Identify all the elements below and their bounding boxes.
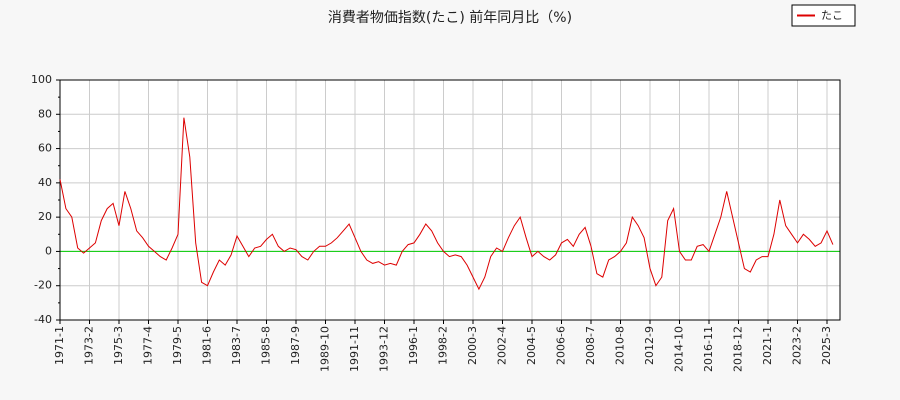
x-tick-label: 1977-4 bbox=[142, 326, 155, 365]
x-tick-label: 1998-2 bbox=[437, 326, 450, 365]
y-tick-label: -20 bbox=[34, 279, 52, 292]
series-line bbox=[59, 117, 834, 291]
y-tick-label: 60 bbox=[38, 142, 52, 155]
x-tick-label: 2006-6 bbox=[555, 326, 568, 365]
plot-frame bbox=[59, 79, 841, 321]
chart-title: 消費者物価指数(たこ) 前年同月比（%) bbox=[328, 9, 572, 26]
plot-area bbox=[60, 80, 840, 320]
legend-box bbox=[791, 4, 856, 27]
x-tick-label: 1973-2 bbox=[83, 326, 96, 365]
y-tick-label: 100 bbox=[31, 73, 52, 86]
x-tick-label: 1979-5 bbox=[171, 326, 184, 365]
x-tick-label: 2014-10 bbox=[673, 326, 686, 372]
x-tick-label: 1971-1 bbox=[53, 326, 66, 365]
x-tick-label: 1996-1 bbox=[407, 326, 420, 365]
x-tick-label: 2023-2 bbox=[791, 326, 804, 365]
x-tick-label: 2008-7 bbox=[584, 326, 597, 365]
y-tick-label: 20 bbox=[38, 210, 52, 223]
x-tick-label: 1975-3 bbox=[112, 326, 125, 365]
x-tick-label: 2016-11 bbox=[702, 326, 715, 372]
y-tick-label: 0 bbox=[45, 244, 52, 257]
y-tick-label: 40 bbox=[38, 176, 52, 189]
x-tick-label: 1981-6 bbox=[201, 326, 214, 365]
x-tick-label: 2002-4 bbox=[496, 326, 509, 365]
x-tick-label: 2000-3 bbox=[466, 326, 479, 365]
x-tick-label: 1989-10 bbox=[319, 326, 332, 372]
legend-label: たこ bbox=[821, 9, 843, 22]
x-tick-label: 2012-9 bbox=[643, 326, 656, 365]
x-tick-label: 1987-9 bbox=[289, 326, 302, 365]
x-tick-label: 2018-12 bbox=[732, 326, 745, 372]
x-tick-label: 2010-8 bbox=[614, 326, 627, 365]
x-tick-label: 1991-11 bbox=[348, 326, 361, 372]
x-tick-label: 1983-7 bbox=[230, 326, 243, 365]
x-tick-label: 2021-1 bbox=[761, 326, 774, 365]
x-tick-label: 1985-8 bbox=[260, 326, 273, 365]
x-tick-label: 2004-5 bbox=[525, 326, 538, 365]
y-tick-label: -40 bbox=[34, 313, 52, 326]
y-tick-label: 80 bbox=[38, 107, 52, 120]
x-tick-label: 2025-3 bbox=[820, 326, 833, 365]
x-tick-label: 1993-12 bbox=[378, 326, 391, 372]
